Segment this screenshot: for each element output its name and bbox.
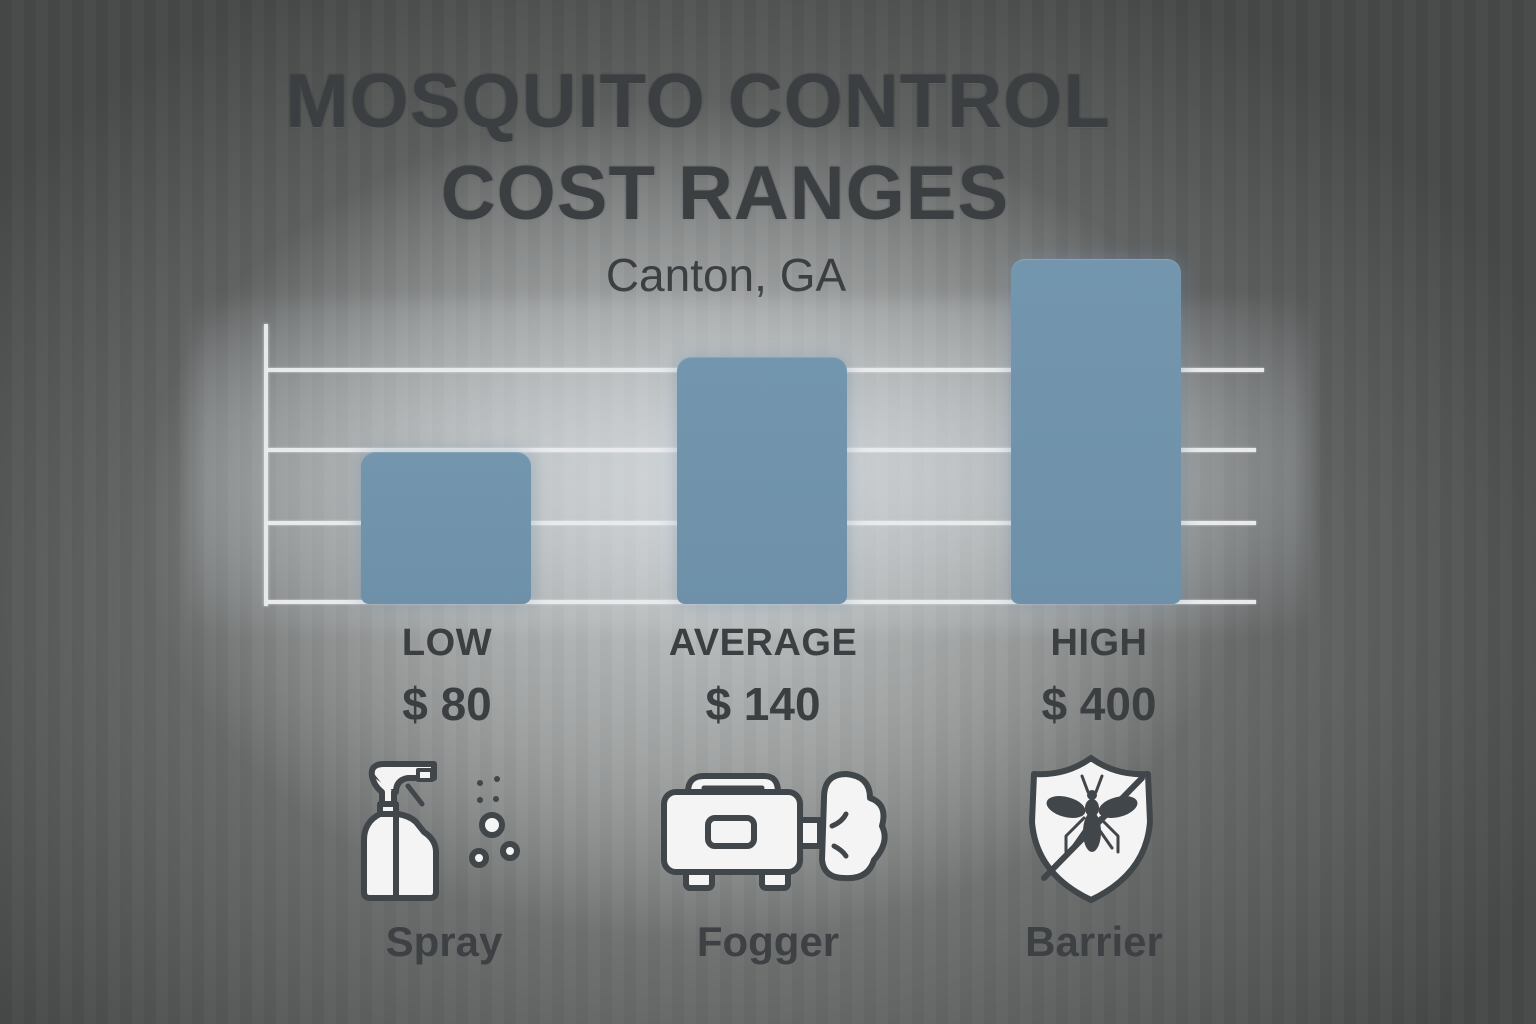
category-average: AVERAGE $ 140 [613,622,913,731]
fogger-machine-icon [660,764,890,892]
price-value: $ 400 [1041,678,1157,730]
bar-average [677,357,847,604]
mosquito-shield-icon [1026,752,1156,904]
tier-label: LOW [401,622,493,664]
chart-title-line2: COST RANGES [440,151,1010,236]
method-label-spray: Spray [385,918,503,965]
method-label-barrier: Barrier [1025,918,1163,965]
category-high: HIGH $ 400 [949,622,1249,731]
chart-subtitle: Canton, GA [605,249,847,301]
price-value: $ 80 [402,678,492,730]
y-axis [264,324,268,606]
tier-label: AVERAGE [668,622,858,664]
method-label-fogger: Fogger [696,918,840,965]
spray-bottle-icon [356,756,526,904]
bar-low [361,452,531,604]
chart-title-line1: MOSQUITO CONTROL [285,59,1111,144]
bar-high [1011,259,1181,604]
tier-label: HIGH [1050,622,1148,664]
price-value: $ 140 [705,678,821,730]
category-low: LOW $ 80 [297,622,597,731]
bar-chart-plot [264,240,1264,606]
